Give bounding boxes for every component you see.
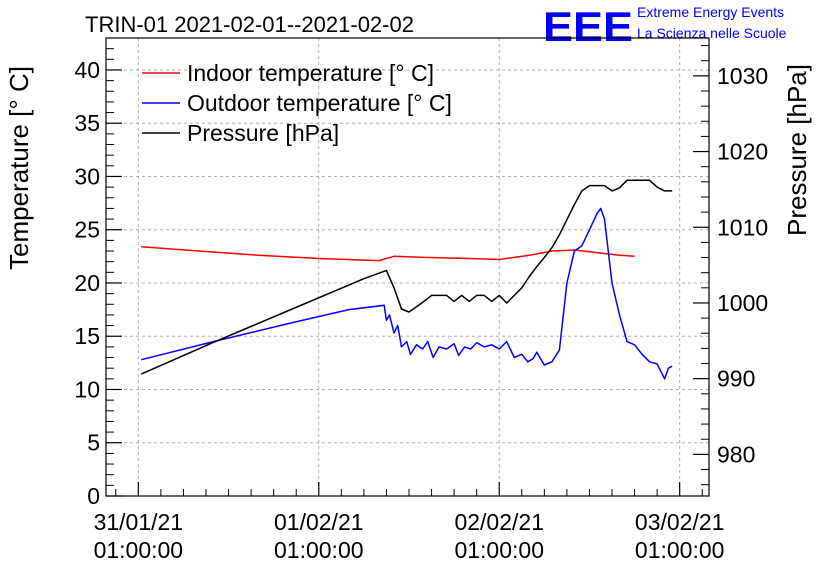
y-axis-left: 0 5 10 15 20 25 30 35 40 [74, 48, 122, 509]
y2-tick-label: 1000 [717, 290, 768, 316]
y-tick-label: 40 [74, 57, 100, 83]
plot-frame [105, 37, 710, 497]
x-axis: 31/01/2101:00:0001/02/2101:00:0002/02/21… [94, 482, 725, 563]
legend-label: Pressure [hPa] [187, 120, 339, 146]
series-lines [140, 179, 673, 380]
x-tick-label-time: 01:00:00 [94, 537, 184, 563]
logo-line-2: La Scienza nelle Scuole [637, 25, 787, 41]
y-tick-label: 30 [74, 163, 100, 189]
chart-title: TRIN-01 2021-02-01--2021-02-02 [85, 12, 414, 37]
y-axis-title: Temperature [° C] [4, 66, 34, 270]
y-axis-right: 980 990 1000 1010 1020 1030 [693, 45, 768, 486]
y-tick-label: 25 [74, 217, 100, 243]
x-tick-label-date: 01/02/21 [274, 509, 364, 535]
y-tick-label: 15 [74, 323, 100, 349]
x-tick-label-date: 02/02/21 [454, 509, 544, 535]
y2-tick-label: 990 [717, 366, 755, 392]
x-tick-label-date: 03/02/21 [635, 509, 725, 535]
x-tick-label-date: 31/01/21 [94, 509, 184, 535]
legend-label: Outdoor temperature [° C] [187, 90, 452, 116]
legend: Indoor temperature [° C] Outdoor temperat… [142, 60, 452, 146]
y-tick-label: 20 [74, 270, 100, 296]
series-line-0 [141, 246, 635, 262]
legend-label: Indoor temperature [° C] [187, 60, 434, 86]
y2-tick-label: 1010 [717, 214, 768, 240]
x-tick-label-time: 01:00:00 [274, 537, 364, 563]
y-tick-label: 10 [74, 376, 100, 402]
x-tick-label-time: 01:00:00 [635, 537, 725, 563]
y2-tick-label: 980 [717, 441, 755, 467]
series-line-2 [140, 179, 673, 375]
y-tick-label: 5 [87, 430, 100, 456]
series-line-1 [141, 207, 673, 380]
logo-line-1: Extreme Energy Events [637, 4, 784, 20]
y-tick-label: 0 [87, 483, 100, 509]
logo-mark: EEE [543, 3, 633, 50]
y2-tick-label: 1030 [717, 63, 768, 89]
y-tick-label: 35 [74, 110, 100, 136]
y2-axis-title: Pressure [hPa] [782, 64, 812, 236]
x-tick-label-time: 01:00:00 [454, 537, 544, 563]
y2-tick-label: 1020 [717, 139, 768, 165]
eee-logo: EEE Extreme Energy Events La Scienza nel… [543, 3, 787, 50]
